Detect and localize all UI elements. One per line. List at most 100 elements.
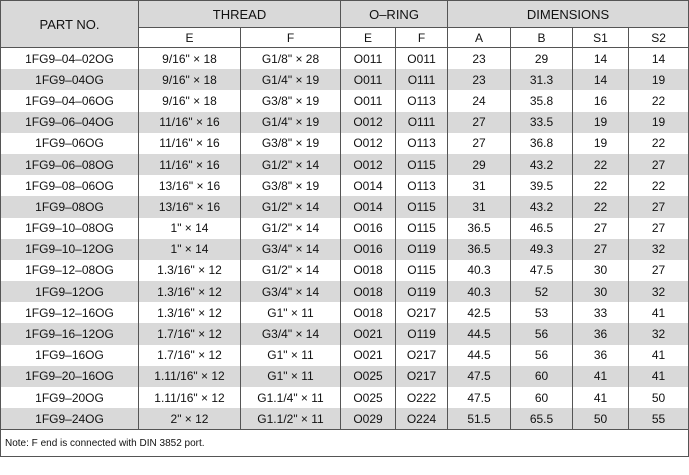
subheader-cell: B bbox=[510, 27, 574, 48]
table-cell: 50 bbox=[572, 408, 630, 430]
table-cell: O119 bbox=[395, 238, 449, 260]
table-cell: 32 bbox=[628, 323, 689, 345]
table-cell: G3/8" × 19 bbox=[239, 90, 342, 112]
header-cell: THREAD bbox=[137, 0, 342, 28]
table-cell: 19 bbox=[572, 132, 630, 154]
table-cell: 43.2 bbox=[510, 153, 574, 176]
table-cell: 1FG9–06OG bbox=[0, 132, 139, 154]
table-cell: 23 bbox=[447, 47, 512, 70]
table-row: 1FG9–06OG 11/16" × 16 G3/8" × 19 O012 O113 27… bbox=[0, 132, 689, 154]
table-row: 1FG9–10–12OG 1" × 14 G3/4" × 14 O016 O119 36.… bbox=[0, 238, 689, 260]
table-cell: O021 bbox=[340, 344, 397, 366]
table-cell: 31.3 bbox=[510, 69, 574, 91]
table-cell: 35.8 bbox=[510, 90, 574, 112]
table-cell: 39.5 bbox=[510, 175, 574, 197]
table-cell: 1.7/16" × 12 bbox=[138, 323, 241, 345]
table-row: 1FG9–04–02OG 9/16" × 18 G1/8" × 28 O011 O011… bbox=[0, 47, 689, 70]
subheader-cell: F bbox=[239, 27, 342, 48]
table-cell: O029 bbox=[340, 408, 397, 430]
subheader-row: E F E F A B S1 S2 bbox=[1, 27, 689, 48]
table-cell: 1FG9–16OG bbox=[0, 344, 139, 366]
table-cell: 1FG9–24OG bbox=[0, 408, 139, 430]
table-cell: 31 bbox=[447, 196, 512, 218]
table-row: 1FG9–16OG 1.7/16" × 12 G1" × 11 O021 O217 44.… bbox=[0, 344, 689, 366]
subheader-cell: A bbox=[447, 27, 512, 48]
table-cell: 22 bbox=[572, 175, 630, 197]
table-cell: 27 bbox=[628, 196, 689, 218]
table-row: 1FG9–10–08OG 1" × 14 G1/2" × 14 O016 O115 36.… bbox=[0, 217, 689, 239]
table-row: 1FG9–08–06OG 13/16" × 16 G3/8" × 19 O014 O11… bbox=[0, 175, 689, 197]
table-cell: O113 bbox=[395, 132, 449, 154]
table-cell: O115 bbox=[395, 259, 449, 282]
table-cell: 22 bbox=[628, 90, 689, 112]
table-cell: 1FG9–16–12OG bbox=[0, 323, 139, 345]
table-cell: 40.3 bbox=[447, 281, 512, 303]
table-cell: 22 bbox=[572, 196, 630, 218]
table-cell: 1FG9–10–08OG bbox=[0, 217, 139, 239]
table-cell: O021 bbox=[340, 323, 397, 345]
table-cell: 44.5 bbox=[447, 344, 512, 366]
table-cell: O016 bbox=[340, 238, 397, 260]
table-cell: O014 bbox=[340, 175, 397, 197]
table-cell: G3/4" × 14 bbox=[239, 281, 342, 303]
table-cell: 36.8 bbox=[510, 132, 574, 154]
table-cell: 41 bbox=[628, 344, 689, 366]
table-cell: 2" × 12 bbox=[138, 408, 241, 430]
table-cell: 1FG9–10–12OG bbox=[0, 238, 139, 260]
table-cell: 27 bbox=[572, 217, 630, 239]
table-cell: G1" × 11 bbox=[239, 365, 342, 387]
table-cell: O011 bbox=[395, 47, 449, 70]
table-cell: 1FG9–04–06OG bbox=[0, 90, 139, 112]
table-cell: 33.5 bbox=[510, 111, 574, 133]
table-cell: 43.2 bbox=[510, 196, 574, 218]
table-cell: 41 bbox=[628, 302, 689, 324]
table-cell: 24 bbox=[447, 90, 512, 112]
table-cell: 19 bbox=[628, 111, 689, 133]
table-cell: 46.5 bbox=[510, 217, 574, 239]
table-cell: 1FG9–20–16OG bbox=[0, 365, 139, 387]
table-cell: G3/4" × 14 bbox=[239, 323, 342, 345]
table-cell: O018 bbox=[340, 259, 397, 282]
table-cell: O119 bbox=[395, 281, 449, 303]
table-cell: G1/2" × 14 bbox=[239, 217, 342, 239]
table-cell: 1FG9–12OG bbox=[0, 281, 139, 303]
table-cell: 44.5 bbox=[447, 323, 512, 345]
table-cell: 33 bbox=[572, 302, 630, 324]
table-cell: 1FG9–04–02OG bbox=[0, 47, 139, 70]
table-cell: O111 bbox=[395, 111, 449, 133]
table-cell: 32 bbox=[628, 281, 689, 303]
table-cell: 56 bbox=[510, 344, 574, 366]
table-cell: 47.5 bbox=[447, 365, 512, 387]
table-cell: G1/2" × 14 bbox=[239, 259, 342, 282]
table-cell: G1.1/2" × 11 bbox=[239, 408, 342, 430]
table-cell: 23 bbox=[447, 69, 512, 91]
table-cell: 1" × 14 bbox=[138, 217, 241, 239]
table-cell: O119 bbox=[395, 323, 449, 345]
table-cell: O012 bbox=[340, 132, 397, 154]
table-cell: 1FG9–04OG bbox=[0, 69, 139, 91]
table-cell: 51.5 bbox=[447, 408, 512, 430]
table-cell: G1/2" × 14 bbox=[239, 153, 342, 176]
table-cell: O222 bbox=[395, 387, 449, 409]
table-cell: 11/16" × 16 bbox=[138, 111, 241, 133]
table-cell: O014 bbox=[340, 196, 397, 218]
table-cell: 1FG9–06–08OG bbox=[0, 153, 139, 176]
table-cell: 19 bbox=[628, 69, 689, 91]
table-cell: 1FG9–12–16OG bbox=[0, 302, 139, 324]
table-cell: O012 bbox=[340, 153, 397, 176]
table-cell: 60 bbox=[510, 387, 574, 409]
table-cell: 1FG9–12–08OG bbox=[0, 259, 139, 282]
table-cell: G1.1/4" × 11 bbox=[239, 387, 342, 409]
table-cell: O113 bbox=[395, 175, 449, 197]
table-cell: 13/16" × 16 bbox=[138, 175, 241, 197]
table-cell: O115 bbox=[395, 196, 449, 218]
subheader-cell: S2 bbox=[628, 27, 689, 48]
table-cell: O018 bbox=[340, 281, 397, 303]
table-cell: G3/8" × 19 bbox=[239, 175, 342, 197]
table-cell: 13/16" × 16 bbox=[138, 196, 241, 218]
table-cell: O016 bbox=[340, 217, 397, 239]
table-cell: O217 bbox=[395, 302, 449, 324]
table-cell: 22 bbox=[572, 153, 630, 176]
table-cell: 36 bbox=[572, 323, 630, 345]
